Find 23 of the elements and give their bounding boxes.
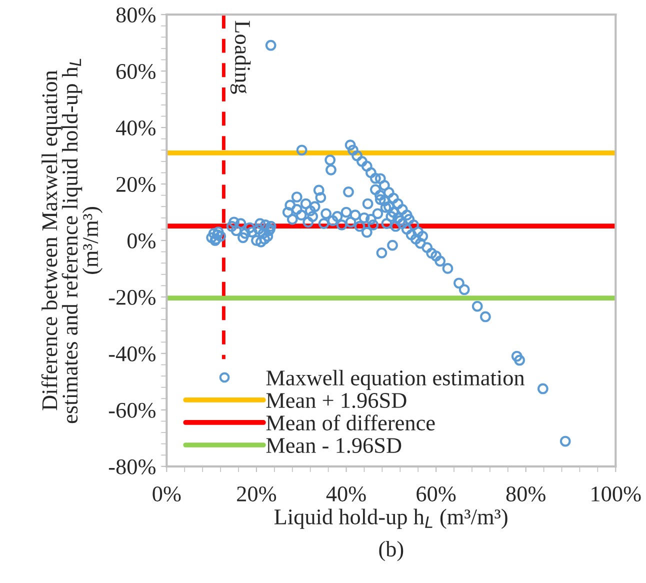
y-tick-label: 80% <box>116 8 156 23</box>
x-tick-label: 100% <box>592 486 641 502</box>
text: Difference between Maxwell equation estimates and reference liquid hold-up h$_{L}$ (m³/m³) <box>41 58 103 424</box>
legend-label: Mean + 1.96SD <box>266 393 406 408</box>
y-tick-label: -40% <box>108 346 156 362</box>
x-axis-title: Liquid hold-up h$_{L}$ (m³/m³) <box>274 508 508 529</box>
text: (b) <box>379 540 404 562</box>
legend-label: Mean - 1.96SD <box>266 438 402 454</box>
x-tick-label: 80% <box>506 486 546 502</box>
y-tick-label: 20% <box>116 176 156 192</box>
y-tick-label: 60% <box>116 64 156 80</box>
x-tick-label: 0% <box>152 486 181 502</box>
y-tick-label: 0% <box>127 233 156 248</box>
x-tick-label: 40% <box>326 486 366 502</box>
y-tick-label: -80% <box>108 459 156 474</box>
y-tick-label: 40% <box>116 120 156 136</box>
y-tick-label: -20% <box>108 290 156 305</box>
y-tick-label: -60% <box>108 402 156 418</box>
ref-line-label: Loading <box>230 20 251 94</box>
x-tick-label: 60% <box>416 486 456 502</box>
legend-label: Maxwell equation estimation <box>266 370 524 390</box>
x-tick-label: 20% <box>237 486 276 502</box>
legend-label: Mean of difference <box>266 414 435 430</box>
